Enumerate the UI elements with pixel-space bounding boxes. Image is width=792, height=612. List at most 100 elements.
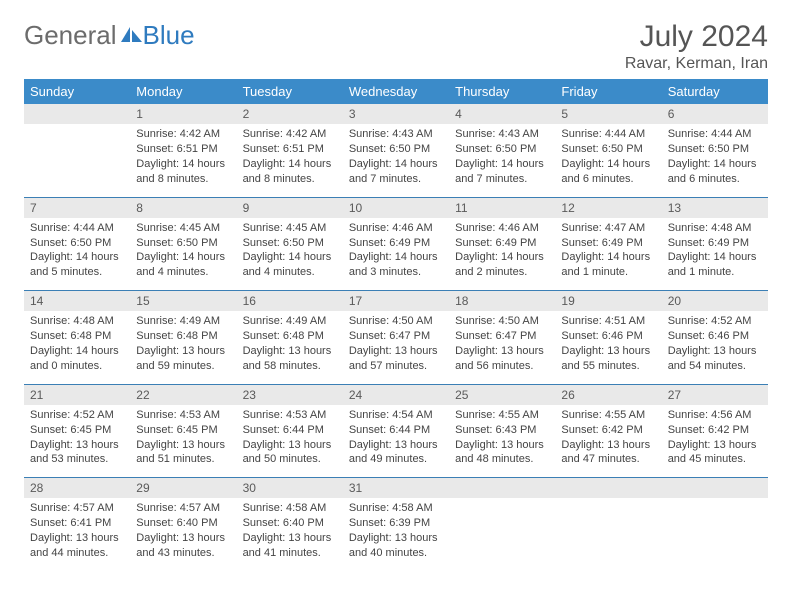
calendar-day-cell: 14Sunrise: 4:48 AMSunset: 6:48 PMDayligh… — [24, 291, 130, 385]
calendar-day-cell: 3Sunrise: 4:43 AMSunset: 6:50 PMDaylight… — [343, 104, 449, 197]
calendar-day-cell: 20Sunrise: 4:52 AMSunset: 6:46 PMDayligh… — [662, 291, 768, 385]
day-number: 4 — [449, 104, 555, 124]
day-number: 27 — [662, 385, 768, 405]
brand-logo: General Blue — [24, 20, 195, 51]
day-details: Sunrise: 4:44 AMSunset: 6:50 PMDaylight:… — [555, 124, 661, 196]
calendar-day-cell: 2Sunrise: 4:42 AMSunset: 6:51 PMDaylight… — [237, 104, 343, 197]
day-details: Sunrise: 4:49 AMSunset: 6:48 PMDaylight:… — [130, 311, 236, 383]
calendar-day-cell: 19Sunrise: 4:51 AMSunset: 6:46 PMDayligh… — [555, 291, 661, 385]
calendar-day-cell — [24, 104, 130, 197]
calendar-head: SundayMondayTuesdayWednesdayThursdayFrid… — [24, 79, 768, 104]
calendar-day-cell: 18Sunrise: 4:50 AMSunset: 6:47 PMDayligh… — [449, 291, 555, 385]
day-number: 23 — [237, 385, 343, 405]
calendar-day-cell: 28Sunrise: 4:57 AMSunset: 6:41 PMDayligh… — [24, 478, 130, 571]
day-number: 21 — [24, 385, 130, 405]
day-details: Sunrise: 4:50 AMSunset: 6:47 PMDaylight:… — [449, 311, 555, 383]
day-details: Sunrise: 4:50 AMSunset: 6:47 PMDaylight:… — [343, 311, 449, 383]
day-number: 10 — [343, 198, 449, 218]
header: General Blue July 2024 Ravar, Kerman, Ir… — [24, 20, 768, 73]
day-number: 16 — [237, 291, 343, 311]
title-block: July 2024 Ravar, Kerman, Iran — [625, 20, 768, 73]
calendar-day-cell: 26Sunrise: 4:55 AMSunset: 6:42 PMDayligh… — [555, 384, 661, 478]
day-number: 3 — [343, 104, 449, 124]
day-details: Sunrise: 4:56 AMSunset: 6:42 PMDaylight:… — [662, 405, 768, 477]
calendar-week: 1Sunrise: 4:42 AMSunset: 6:51 PMDaylight… — [24, 104, 768, 197]
day-number: 14 — [24, 291, 130, 311]
col-header: Friday — [555, 79, 661, 104]
day-details: Sunrise: 4:53 AMSunset: 6:44 PMDaylight:… — [237, 405, 343, 477]
calendar-week: 21Sunrise: 4:52 AMSunset: 6:45 PMDayligh… — [24, 384, 768, 478]
calendar-week: 28Sunrise: 4:57 AMSunset: 6:41 PMDayligh… — [24, 478, 768, 571]
brand-sail-icon — [119, 20, 143, 51]
calendar-day-cell: 21Sunrise: 4:52 AMSunset: 6:45 PMDayligh… — [24, 384, 130, 478]
day-number: 19 — [555, 291, 661, 311]
brand-part2: Blue — [143, 20, 195, 51]
brand-part1: General — [24, 20, 117, 51]
calendar-day-cell: 5Sunrise: 4:44 AMSunset: 6:50 PMDaylight… — [555, 104, 661, 197]
day-details: Sunrise: 4:45 AMSunset: 6:50 PMDaylight:… — [237, 218, 343, 290]
calendar-day-cell — [662, 478, 768, 571]
calendar-day-cell: 27Sunrise: 4:56 AMSunset: 6:42 PMDayligh… — [662, 384, 768, 478]
day-details: Sunrise: 4:42 AMSunset: 6:51 PMDaylight:… — [130, 124, 236, 196]
day-details: Sunrise: 4:51 AMSunset: 6:46 PMDaylight:… — [555, 311, 661, 383]
calendar-day-cell: 13Sunrise: 4:48 AMSunset: 6:49 PMDayligh… — [662, 197, 768, 291]
calendar-day-cell: 31Sunrise: 4:58 AMSunset: 6:39 PMDayligh… — [343, 478, 449, 571]
day-number: 31 — [343, 478, 449, 498]
day-number: 22 — [130, 385, 236, 405]
day-number: 26 — [555, 385, 661, 405]
day-number: 30 — [237, 478, 343, 498]
col-header: Thursday — [449, 79, 555, 104]
day-number: 9 — [237, 198, 343, 218]
calendar-day-cell: 6Sunrise: 4:44 AMSunset: 6:50 PMDaylight… — [662, 104, 768, 197]
day-details: Sunrise: 4:42 AMSunset: 6:51 PMDaylight:… — [237, 124, 343, 196]
calendar-day-cell: 9Sunrise: 4:45 AMSunset: 6:50 PMDaylight… — [237, 197, 343, 291]
day-details: Sunrise: 4:44 AMSunset: 6:50 PMDaylight:… — [662, 124, 768, 196]
day-number: 25 — [449, 385, 555, 405]
day-details: Sunrise: 4:48 AMSunset: 6:49 PMDaylight:… — [662, 218, 768, 290]
day-details: Sunrise: 4:46 AMSunset: 6:49 PMDaylight:… — [449, 218, 555, 290]
day-number: 7 — [24, 198, 130, 218]
day-number: 6 — [662, 104, 768, 124]
day-details: Sunrise: 4:43 AMSunset: 6:50 PMDaylight:… — [449, 124, 555, 196]
calendar-day-cell: 11Sunrise: 4:46 AMSunset: 6:49 PMDayligh… — [449, 197, 555, 291]
day-details: Sunrise: 4:55 AMSunset: 6:42 PMDaylight:… — [555, 405, 661, 477]
day-details: Sunrise: 4:45 AMSunset: 6:50 PMDaylight:… — [130, 218, 236, 290]
calendar-day-cell: 4Sunrise: 4:43 AMSunset: 6:50 PMDaylight… — [449, 104, 555, 197]
calendar-day-cell: 10Sunrise: 4:46 AMSunset: 6:49 PMDayligh… — [343, 197, 449, 291]
day-number: 2 — [237, 104, 343, 124]
calendar-day-cell — [555, 478, 661, 571]
day-number: 17 — [343, 291, 449, 311]
day-details: Sunrise: 4:47 AMSunset: 6:49 PMDaylight:… — [555, 218, 661, 290]
col-header: Tuesday — [237, 79, 343, 104]
day-details: Sunrise: 4:48 AMSunset: 6:48 PMDaylight:… — [24, 311, 130, 383]
calendar-day-cell: 22Sunrise: 4:53 AMSunset: 6:45 PMDayligh… — [130, 384, 236, 478]
day-details: Sunrise: 4:52 AMSunset: 6:45 PMDaylight:… — [24, 405, 130, 477]
day-number: 24 — [343, 385, 449, 405]
calendar-day-cell: 23Sunrise: 4:53 AMSunset: 6:44 PMDayligh… — [237, 384, 343, 478]
col-header: Wednesday — [343, 79, 449, 104]
day-details: Sunrise: 4:58 AMSunset: 6:40 PMDaylight:… — [237, 498, 343, 570]
day-number: 13 — [662, 198, 768, 218]
calendar-day-cell — [449, 478, 555, 571]
calendar-week: 14Sunrise: 4:48 AMSunset: 6:48 PMDayligh… — [24, 291, 768, 385]
day-details: Sunrise: 4:54 AMSunset: 6:44 PMDaylight:… — [343, 405, 449, 477]
day-number: 5 — [555, 104, 661, 124]
day-details: Sunrise: 4:57 AMSunset: 6:40 PMDaylight:… — [130, 498, 236, 570]
location-subtitle: Ravar, Kerman, Iran — [625, 55, 768, 73]
calendar-day-cell: 16Sunrise: 4:49 AMSunset: 6:48 PMDayligh… — [237, 291, 343, 385]
day-number: 8 — [130, 198, 236, 218]
day-number: 1 — [130, 104, 236, 124]
col-header: Monday — [130, 79, 236, 104]
day-number: 18 — [449, 291, 555, 311]
day-number: 28 — [24, 478, 130, 498]
calendar-week: 7Sunrise: 4:44 AMSunset: 6:50 PMDaylight… — [24, 197, 768, 291]
calendar-day-cell: 30Sunrise: 4:58 AMSunset: 6:40 PMDayligh… — [237, 478, 343, 571]
day-details: Sunrise: 4:55 AMSunset: 6:43 PMDaylight:… — [449, 405, 555, 477]
calendar-day-cell: 12Sunrise: 4:47 AMSunset: 6:49 PMDayligh… — [555, 197, 661, 291]
calendar-day-cell: 7Sunrise: 4:44 AMSunset: 6:50 PMDaylight… — [24, 197, 130, 291]
day-details: Sunrise: 4:44 AMSunset: 6:50 PMDaylight:… — [24, 218, 130, 290]
day-number: 15 — [130, 291, 236, 311]
day-number: 12 — [555, 198, 661, 218]
day-details: Sunrise: 4:52 AMSunset: 6:46 PMDaylight:… — [662, 311, 768, 383]
calendar-day-cell: 17Sunrise: 4:50 AMSunset: 6:47 PMDayligh… — [343, 291, 449, 385]
